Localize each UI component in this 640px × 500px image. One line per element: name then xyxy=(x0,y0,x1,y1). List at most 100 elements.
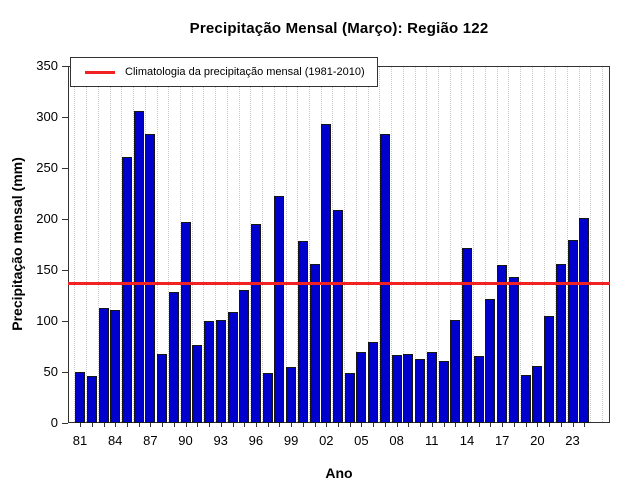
x-tick xyxy=(291,423,293,427)
bar-2017 xyxy=(497,264,508,423)
x-tick xyxy=(502,423,504,427)
x-tick xyxy=(150,423,152,427)
x-tick xyxy=(443,423,445,427)
x-tick xyxy=(267,423,269,427)
x-axis-title: Ano xyxy=(325,465,353,481)
y-tick-label: 250 xyxy=(36,160,58,175)
y-tick-label: 350 xyxy=(36,58,58,73)
x-tick-label: 90 xyxy=(178,433,193,448)
x-tick xyxy=(80,423,81,427)
gridline xyxy=(226,67,228,422)
x-tick-label: 84 xyxy=(107,433,123,448)
gridline xyxy=(344,67,346,422)
x-tick-label: 05 xyxy=(354,433,369,448)
bar-2005 xyxy=(356,351,367,423)
gridline xyxy=(109,67,111,422)
y-tick xyxy=(62,219,68,220)
bar-2020 xyxy=(532,365,543,423)
y-tick-label: 0 xyxy=(50,415,58,430)
gridline xyxy=(133,67,134,422)
bar-1988 xyxy=(157,353,168,423)
bar-1991 xyxy=(192,344,203,423)
gridline xyxy=(543,67,545,422)
gridline xyxy=(379,67,381,422)
bar-1998 xyxy=(274,195,285,423)
x-tick xyxy=(197,423,199,427)
x-tick xyxy=(525,423,527,427)
bar-1986 xyxy=(133,110,144,423)
x-tick xyxy=(255,423,257,427)
bar-2003 xyxy=(333,209,343,423)
gridline xyxy=(566,67,568,422)
bar-1993 xyxy=(215,320,226,423)
gridline xyxy=(250,67,252,422)
gridline xyxy=(273,67,275,422)
x-tick xyxy=(408,423,410,427)
x-tick xyxy=(173,423,175,427)
gridline xyxy=(144,67,146,422)
x-tick xyxy=(478,423,480,427)
x-tick xyxy=(513,423,515,427)
gridline xyxy=(156,67,158,422)
x-tick xyxy=(138,423,140,427)
gridline xyxy=(555,67,557,422)
bar-2016 xyxy=(485,298,496,423)
y-tick-label: 200 xyxy=(36,211,58,226)
bar-1994 xyxy=(227,311,238,423)
bar-2000 xyxy=(297,241,308,423)
gridline xyxy=(590,67,592,422)
bar-1982 xyxy=(86,376,97,423)
x-tick xyxy=(126,423,128,427)
x-tick xyxy=(396,423,398,427)
gridline xyxy=(414,67,416,422)
x-tick xyxy=(91,423,93,427)
x-tick xyxy=(162,423,164,427)
bar-1981 xyxy=(75,372,85,423)
x-tick xyxy=(349,423,351,427)
bar-1984 xyxy=(110,309,121,423)
x-tick-label: 87 xyxy=(143,433,158,448)
x-tick xyxy=(420,423,422,427)
x-tick xyxy=(560,423,562,427)
bar-1985 xyxy=(121,156,132,423)
x-tick xyxy=(373,423,375,427)
bar-2022 xyxy=(555,263,566,423)
x-tick xyxy=(549,423,551,427)
x-tick xyxy=(209,423,210,427)
bar-1992 xyxy=(204,321,214,423)
bar-2012 xyxy=(438,360,449,423)
x-tick xyxy=(326,423,328,427)
gridline xyxy=(484,67,486,422)
x-tick xyxy=(314,423,316,427)
bar-2023 xyxy=(567,240,578,423)
legend: Climatologia da precipitação mensal (198… xyxy=(70,57,378,87)
bar-1989 xyxy=(168,292,179,423)
x-tick xyxy=(244,423,246,427)
gridline xyxy=(461,67,463,422)
x-tick xyxy=(185,423,187,427)
y-tick xyxy=(62,270,68,271)
y-tick-label: 300 xyxy=(36,109,58,124)
x-tick xyxy=(584,423,586,427)
bar-2021 xyxy=(544,315,555,423)
x-tick-label: 93 xyxy=(213,433,228,448)
gridline xyxy=(191,67,193,422)
x-tick-label: 02 xyxy=(319,433,334,448)
gridline xyxy=(86,67,88,422)
gridline xyxy=(437,67,439,422)
bar-2024 xyxy=(579,218,590,423)
bar-2002 xyxy=(321,124,332,423)
gridline xyxy=(508,67,510,422)
bar-1987 xyxy=(145,134,156,423)
bar-2013 xyxy=(450,320,461,423)
x-tick-label: 99 xyxy=(283,433,299,448)
bar-2006 xyxy=(368,342,379,423)
bar-2018 xyxy=(508,277,519,423)
gridline xyxy=(308,67,310,422)
legend-line-sample xyxy=(85,70,115,74)
x-tick xyxy=(361,423,363,427)
x-tick xyxy=(467,423,468,427)
x-tick-label: 14 xyxy=(459,433,475,448)
gridline xyxy=(297,67,299,422)
gridline xyxy=(355,67,357,422)
